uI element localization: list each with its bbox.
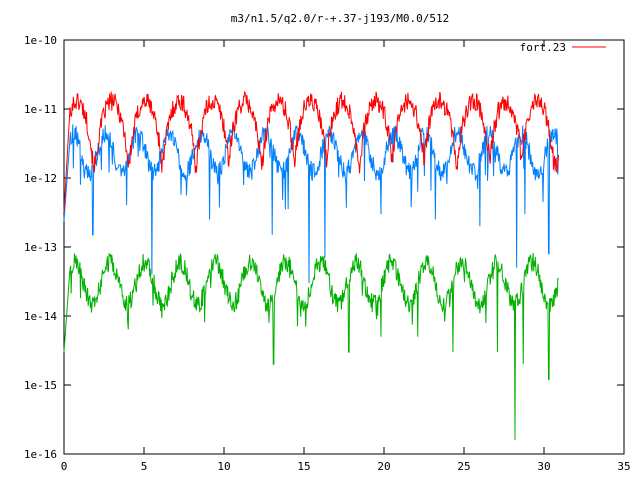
x-axis: 0 5 10 15 20 25 30 35 (61, 40, 631, 473)
y-tick-label: 1e-10 (24, 34, 57, 47)
x-tick-label: 35 (617, 460, 630, 473)
chart-title: m3/n1.5/q2.0/r-+.37-j193/M0.0/512 (231, 12, 450, 25)
y-tick-label: 1e-14 (24, 310, 57, 323)
x-tick-label: 15 (297, 460, 310, 473)
legend-label-fort23: fort.23 (520, 41, 566, 54)
y-tick-label: 1e-11 (24, 103, 57, 116)
y-axis: 1e-16 1e-15 1e-14 1e-13 1e-12 1e-11 1e-10 (24, 34, 624, 461)
x-tick-label: 5 (141, 460, 148, 473)
series-line-2 (63, 253, 559, 440)
x-tick-label: 20 (377, 460, 390, 473)
y-tick-label: 1e-13 (24, 241, 57, 254)
y-tick-label: 1e-12 (24, 172, 57, 185)
series-layer (63, 90, 559, 440)
x-tick-label: 30 (537, 460, 550, 473)
y-tick-label: 1e-15 (24, 379, 57, 392)
x-tick-label: 25 (457, 460, 470, 473)
legend: fort.23 (520, 41, 606, 54)
y-tick-label: 1e-16 (24, 448, 57, 461)
series-line-1 (63, 123, 559, 284)
x-tick-label: 0 (61, 460, 68, 473)
x-tick-label: 10 (217, 460, 230, 473)
series-line-0 (63, 90, 559, 213)
